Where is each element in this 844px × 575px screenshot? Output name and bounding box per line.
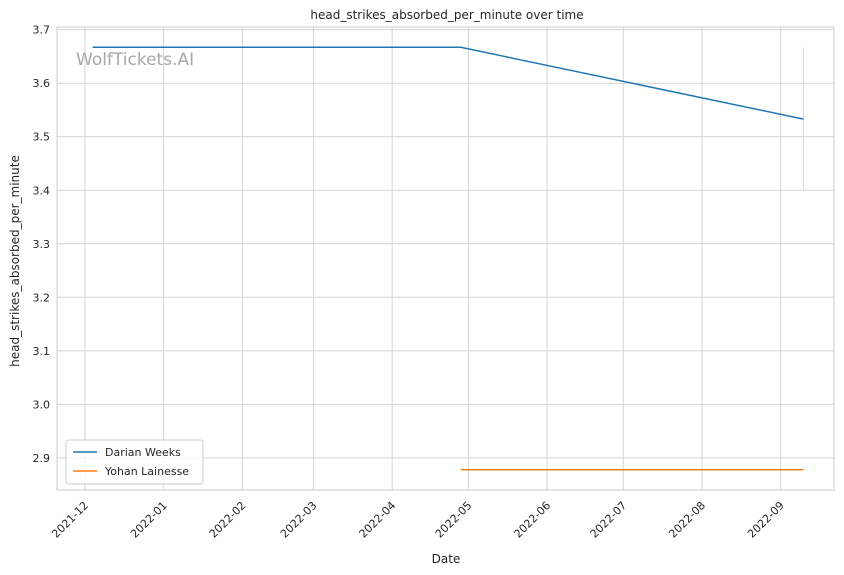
plot-frame: [56, 26, 835, 491]
legend: Darian Weeks Yohan Lainesse: [65, 439, 204, 485]
x-axis-label: Date: [432, 552, 461, 566]
y-tick-label: 3.3: [33, 238, 51, 251]
series-line-darian-weeks: [92, 46, 804, 120]
y-tick-label: 3.0: [33, 398, 51, 411]
legend-label-darian-weeks: Darian Weeks: [105, 446, 181, 459]
legend-label-yohan-lainesse: Yohan Lainesse: [104, 465, 189, 478]
chart-title: head_strikes_absorbed_per_minute over ti…: [310, 8, 583, 22]
y-tick-label: 3.1: [33, 345, 51, 358]
y-tick-label: 3.6: [33, 77, 51, 90]
y-tick-label: 3.4: [33, 184, 51, 197]
y-tick-label: 3.2: [33, 291, 51, 304]
y-tick-label: 3.5: [33, 131, 51, 144]
y-tick-label: 2.9: [33, 452, 51, 465]
y-axis-label: head_strikes_absorbed_per_minute: [8, 155, 22, 367]
legend-box: [65, 439, 204, 485]
series-lines: [92, 46, 804, 471]
y-tick-labels: 2.9 3.0 3.1 3.2 3.3 3.4 3.5 3.6 3.7: [33, 24, 51, 465]
watermark-text: WolfTickets.AI: [76, 50, 194, 70]
y-tick-label: 3.7: [33, 24, 51, 37]
